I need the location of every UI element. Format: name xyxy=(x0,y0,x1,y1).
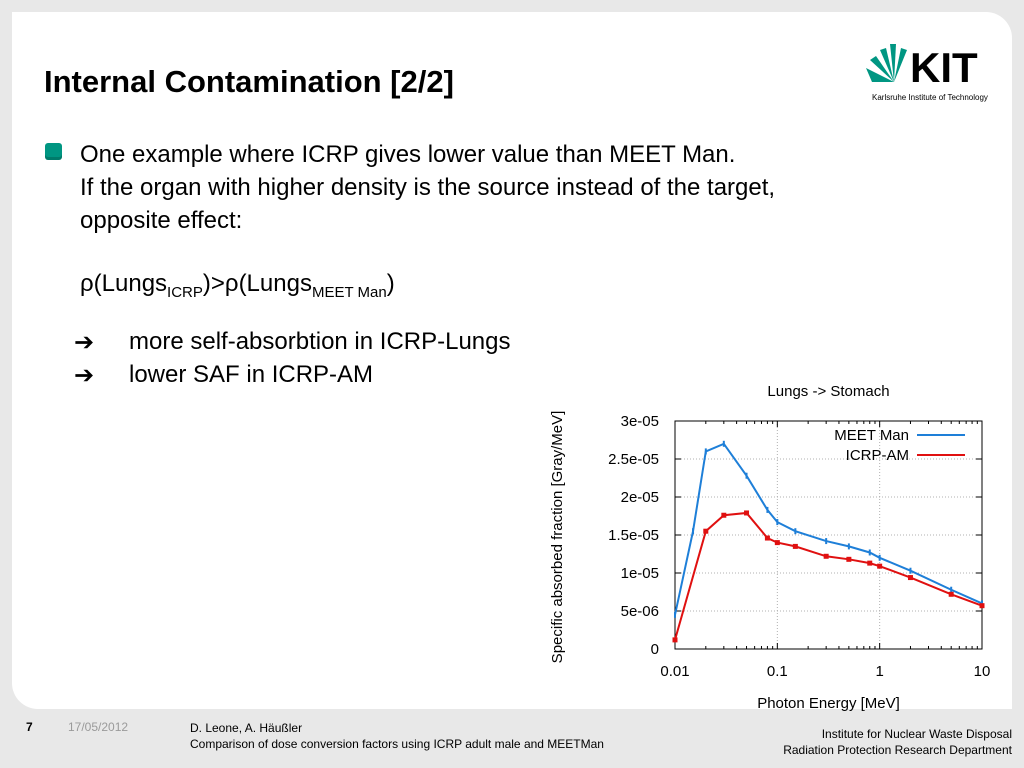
x-tick-label: 0.01 xyxy=(660,663,689,680)
data-point xyxy=(764,535,770,541)
data-point xyxy=(823,553,829,559)
saf-chart: 0 5e-06 1e-05 1.5e-05 2e-05 2.5e-05 3e-05 0.01 0… xyxy=(549,383,991,712)
arrow-icon: ➔ xyxy=(74,362,95,389)
rho-symbol-1: ρ xyxy=(80,270,94,297)
rho-part-3: (Lungs xyxy=(238,270,312,297)
bullet-line-3: opposite effect: xyxy=(80,207,243,234)
data-point xyxy=(721,512,727,518)
y-tick-label: 5e-06 xyxy=(621,603,659,620)
legend-label: ICRP-AM xyxy=(846,447,909,464)
chart-title: Lungs -> Stomach xyxy=(767,383,889,400)
density-relation: ρ(LungsICRP)>ρ(LungsMEET Man) xyxy=(80,270,395,301)
bullet-line-1: One example where ICRP gives lower value… xyxy=(80,141,736,168)
y-tick-label: 2e-05 xyxy=(621,489,659,506)
x-tick-label: 1 xyxy=(875,663,883,680)
y-tick-label: 1.5e-05 xyxy=(608,527,659,544)
x-tick-label: 0.1 xyxy=(767,663,788,680)
data-point xyxy=(877,563,883,569)
arrow-icon: ➔ xyxy=(74,329,95,356)
rho-symbol-2: ρ xyxy=(224,270,239,297)
data-point xyxy=(846,556,852,562)
rho-part-2: )> xyxy=(202,270,225,297)
data-point xyxy=(744,510,750,516)
kit-logo-subtitle: Karlsruhe Institute of Technology xyxy=(872,93,988,102)
y-tick-label: 2.5e-05 xyxy=(608,451,659,468)
arrow-text-1: more self-absorbtion in ICRP-Lungs xyxy=(129,328,511,355)
page-number: 7 xyxy=(26,720,33,734)
rho-sub-1: ICRP xyxy=(167,283,203,301)
legend-label: MEET Man xyxy=(834,427,909,444)
footer-institute-block: Institute for Nuclear Waste Disposal Rad… xyxy=(783,726,1012,758)
rho-sub-2: MEET Man xyxy=(311,283,387,301)
bullet-square-icon xyxy=(45,143,62,160)
y-axis-label: Specific absorbed fraction [Gray/MeV] xyxy=(549,411,566,664)
rho-part-1: (Lungs xyxy=(93,270,168,297)
footer-authors: D. Leone, A. Häußler xyxy=(190,721,303,735)
x-axis-label: Photon Energy [MeV] xyxy=(757,695,900,712)
data-point xyxy=(703,528,709,534)
kit-logo-text: KIT xyxy=(910,44,978,91)
footer-authors-block: D. Leone, A. Häußler Comparison of dose … xyxy=(190,720,604,752)
slide-title: Internal Contamination [2/2] xyxy=(44,64,454,99)
footer-date: 17/05/2012 xyxy=(68,720,129,734)
series-line-icrp-am xyxy=(674,511,983,641)
rho-part-4: ) xyxy=(386,270,395,297)
slide: Internal Contamination [2/2] KIT Karlsru… xyxy=(12,12,1012,712)
series-line-meet-man xyxy=(674,442,983,616)
x-tick-label: 10 xyxy=(974,663,991,680)
y-tick-label: 3e-05 xyxy=(621,413,659,430)
data-point xyxy=(672,637,678,643)
bullet-line-2: If the organ with higher density is the … xyxy=(80,174,776,201)
data-point xyxy=(907,575,913,581)
data-point xyxy=(867,560,873,566)
footer-institute-2: Radiation Protection Research Department xyxy=(783,743,1012,757)
kit-fan-icon xyxy=(866,44,907,82)
footer-institute-1: Institute for Nuclear Waste Disposal xyxy=(821,727,1012,741)
data-point xyxy=(979,603,985,609)
y-tick-label: 0 xyxy=(651,641,659,658)
footer-subtitle: Comparison of dose conversion factors us… xyxy=(190,737,604,751)
data-point xyxy=(792,543,798,549)
plot-frame xyxy=(674,420,983,650)
data-point xyxy=(948,591,954,597)
arrow-text-2: lower SAF in ICRP-AM xyxy=(129,361,374,388)
kit-logo: KIT Karlsruhe Institute of Technology xyxy=(866,44,988,102)
data-point xyxy=(774,540,780,546)
y-tick-label: 1e-05 xyxy=(621,565,659,582)
